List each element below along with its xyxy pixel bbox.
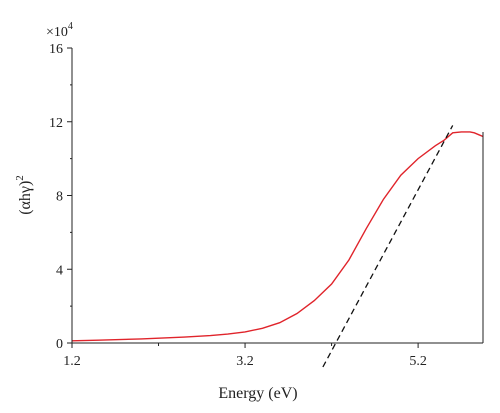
- y-tick-label: 12: [49, 116, 63, 131]
- x-tick-label: 5.2: [409, 354, 427, 369]
- absorption-curve: [72, 131, 483, 342]
- series-group: [72, 125, 483, 368]
- y-tick-label: 4: [56, 263, 63, 278]
- y-axis-label-main: (αhγ): [17, 181, 34, 215]
- x-tick-label: 3.2: [236, 354, 254, 369]
- x-tick-label: 1.2: [63, 354, 81, 369]
- tangent-fit-line: [322, 125, 454, 368]
- axes-layer: 0 4 8 12 16 1.2 3.2 5.2: [49, 42, 484, 369]
- series-layer: [72, 125, 483, 368]
- y-tick-label: 8: [56, 190, 63, 205]
- y-tick-label: 16: [49, 42, 63, 57]
- y-axis-label-sup: 2: [14, 175, 26, 181]
- x-axis-label: Energy (eV): [218, 385, 297, 402]
- svg-text:(αhγ)2: (αhγ)2: [14, 175, 34, 215]
- y-tick-label: 0: [56, 337, 63, 352]
- y-multiplier-base: ×10: [46, 25, 68, 40]
- y-multiplier-label: ×104: [46, 21, 73, 40]
- y-multiplier-exponent: 4: [68, 21, 73, 32]
- y-axis-label: (αhγ)2: [14, 175, 34, 215]
